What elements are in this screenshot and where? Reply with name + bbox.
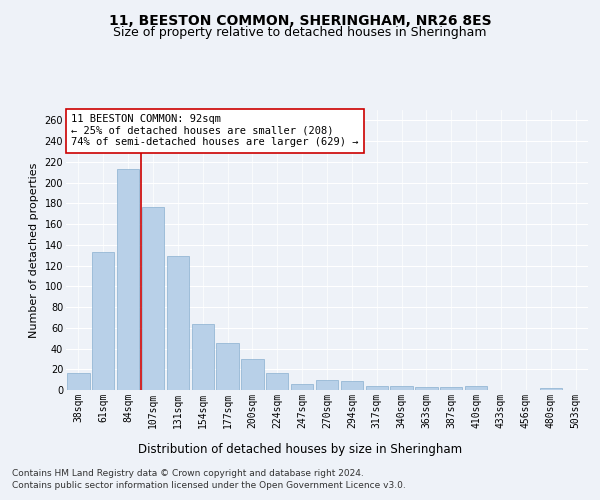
Bar bbox=[117, 169, 139, 390]
Bar bbox=[316, 380, 338, 390]
Text: 11, BEESTON COMMON, SHERINGHAM, NR26 8ES: 11, BEESTON COMMON, SHERINGHAM, NR26 8ES bbox=[109, 14, 491, 28]
Bar bbox=[67, 374, 89, 390]
Bar bbox=[191, 324, 214, 390]
Bar bbox=[365, 386, 388, 390]
Bar bbox=[92, 252, 115, 390]
Bar bbox=[341, 380, 363, 390]
Bar bbox=[217, 344, 239, 390]
Text: Distribution of detached houses by size in Sheringham: Distribution of detached houses by size … bbox=[138, 442, 462, 456]
Bar bbox=[539, 388, 562, 390]
Y-axis label: Number of detached properties: Number of detached properties bbox=[29, 162, 39, 338]
Bar bbox=[266, 374, 289, 390]
Bar bbox=[142, 208, 164, 390]
Bar bbox=[415, 387, 437, 390]
Bar bbox=[291, 384, 313, 390]
Text: 11 BEESTON COMMON: 92sqm
← 25% of detached houses are smaller (208)
74% of semi-: 11 BEESTON COMMON: 92sqm ← 25% of detach… bbox=[71, 114, 359, 148]
Bar bbox=[167, 256, 189, 390]
Bar bbox=[440, 387, 463, 390]
Bar bbox=[465, 386, 487, 390]
Bar bbox=[241, 359, 263, 390]
Text: Contains public sector information licensed under the Open Government Licence v3: Contains public sector information licen… bbox=[12, 481, 406, 490]
Bar bbox=[391, 386, 413, 390]
Text: Contains HM Land Registry data © Crown copyright and database right 2024.: Contains HM Land Registry data © Crown c… bbox=[12, 469, 364, 478]
Text: Size of property relative to detached houses in Sheringham: Size of property relative to detached ho… bbox=[113, 26, 487, 39]
